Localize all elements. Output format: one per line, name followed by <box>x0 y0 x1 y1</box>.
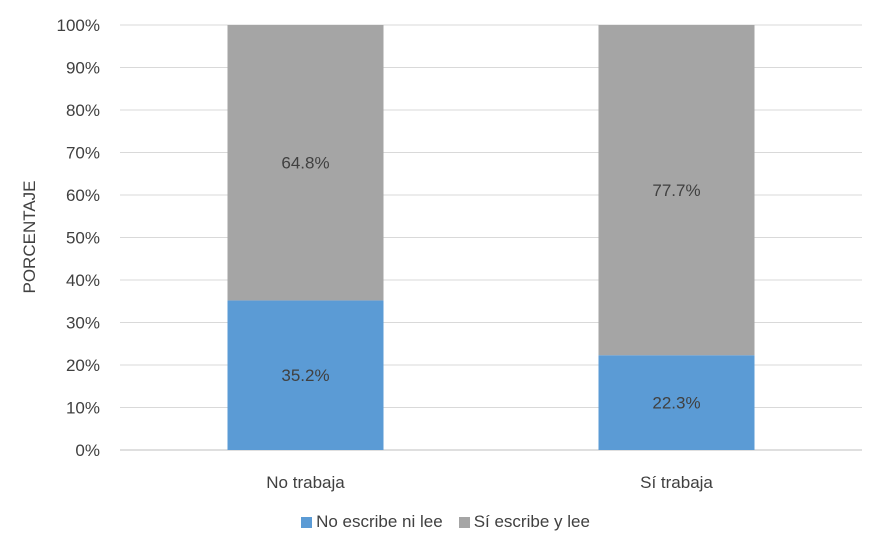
bars <box>227 25 755 450</box>
y-tick-label: 80% <box>66 101 100 120</box>
y-tick-label: 90% <box>66 59 100 78</box>
y-tick-label: 100% <box>57 16 100 35</box>
data-label: 35.2% <box>281 366 329 385</box>
data-label: 77.7% <box>652 181 700 200</box>
bar-segment <box>227 25 384 301</box>
y-tick-label: 70% <box>66 144 100 163</box>
y-axis-title: PORCENTAJE <box>20 180 39 293</box>
x-axis-categories: No trabaja Sí trabaja <box>266 473 713 492</box>
legend-label-no-escribe: No escribe ni lee <box>316 512 443 531</box>
legend-item-no-escribe: No escribe ni lee <box>301 512 443 532</box>
y-tick-label: 0% <box>75 441 100 460</box>
y-axis-ticks: 0% 10% 20% 30% 40% 50% 60% 70% 80% 90% 100% <box>57 16 100 460</box>
legend-label-si-escribe: Sí escribe y lee <box>473 512 590 531</box>
legend: No escribe ni lee Sí escribe y lee <box>0 512 891 532</box>
bar-segment <box>598 25 755 356</box>
legend-swatch-no-escribe <box>301 516 313 528</box>
x-category-label: No trabaja <box>266 473 345 492</box>
y-tick-label: 50% <box>66 229 100 248</box>
data-label: 64.8% <box>281 154 329 173</box>
bar-segment <box>227 300 384 450</box>
y-tick-label: 40% <box>66 271 100 290</box>
y-tick-label: 60% <box>66 186 100 205</box>
bar-segment <box>598 355 755 450</box>
legend-swatch-si-escribe <box>458 516 470 528</box>
legend-item-si-escribe: Sí escribe y lee <box>458 512 590 532</box>
y-tick-label: 30% <box>66 314 100 333</box>
data-labels: 35.2% 64.8% 22.3% 77.7% <box>281 154 700 413</box>
data-label: 22.3% <box>652 394 700 413</box>
y-tick-label: 20% <box>66 356 100 375</box>
y-tick-label: 10% <box>66 399 100 418</box>
x-category-label: Sí trabaja <box>640 473 713 492</box>
